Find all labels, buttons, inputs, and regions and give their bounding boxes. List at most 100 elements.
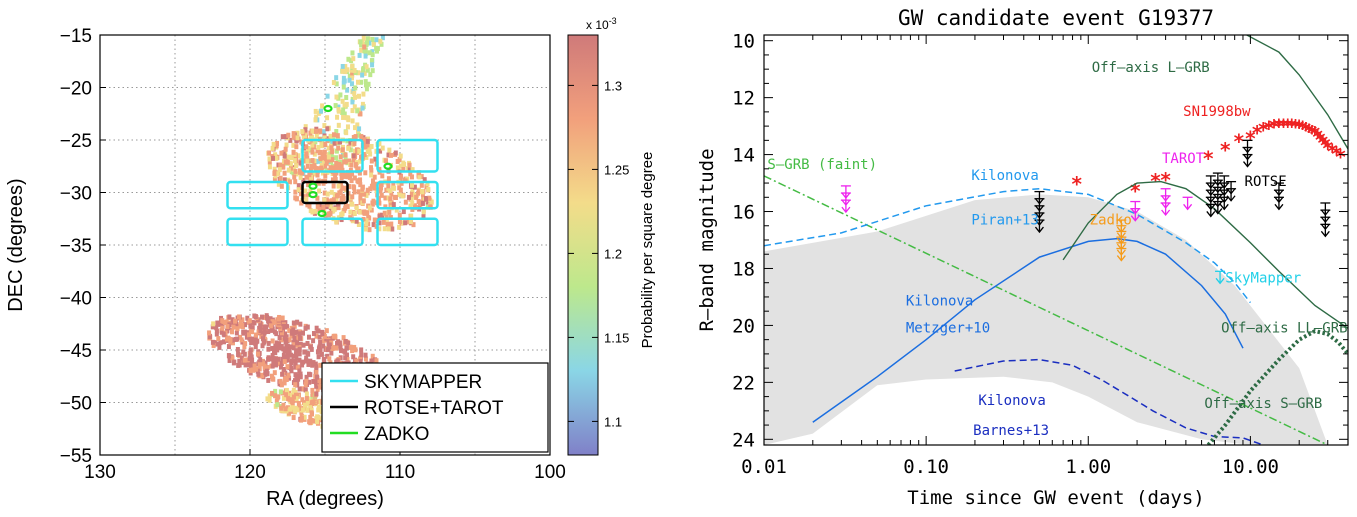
prob-pixel — [365, 67, 370, 73]
prob-pixel — [369, 172, 374, 178]
rotse-limit-arrow — [1212, 186, 1223, 201]
prob-pixel — [288, 161, 293, 167]
prob-pixel — [293, 351, 298, 357]
prob-pixel — [298, 335, 303, 341]
prob-pixel — [304, 378, 309, 384]
prob-pixel — [314, 369, 319, 375]
sn1998bw-point: * — [1257, 118, 1269, 142]
prob-pixel — [359, 352, 364, 358]
prob-pixel — [298, 371, 303, 377]
prob-pixel — [354, 358, 359, 364]
prob-pixel — [295, 135, 300, 141]
prob-pixel — [289, 169, 294, 175]
prob-pixel — [286, 167, 291, 173]
prob-pixel — [356, 166, 361, 172]
prob-pixel — [311, 360, 316, 366]
prob-pixel — [267, 393, 272, 399]
prob-pixel — [302, 158, 307, 164]
prob-pixel — [339, 213, 344, 219]
prob-pixel — [358, 158, 363, 164]
prob-pixel — [293, 364, 298, 370]
prob-pixel — [270, 390, 275, 396]
prob-pixel — [371, 178, 376, 184]
dec-tick-label: −40 — [60, 289, 92, 310]
prob-pixel — [300, 407, 305, 413]
prob-pixel — [304, 396, 309, 402]
tarot-limit-arrow — [1160, 188, 1171, 202]
prob-pixel — [364, 210, 369, 216]
prob-pixel — [287, 410, 292, 416]
prob-pixel — [329, 145, 334, 151]
prob-pixel — [334, 148, 339, 154]
prob-pixel — [377, 140, 382, 146]
skymapper-field — [226, 180, 289, 210]
prob-pixel — [266, 356, 271, 362]
prob-pixel — [314, 391, 319, 397]
prob-pixel — [398, 187, 403, 193]
prob-pixel — [242, 351, 247, 357]
prob-pixel — [289, 333, 294, 339]
prob-pixel — [342, 111, 347, 117]
prob-pixel — [321, 338, 326, 344]
prob-pixel — [320, 103, 325, 109]
curve-annotation: Barnes+13 — [973, 423, 1049, 439]
prob-pixel — [323, 142, 328, 148]
prob-pixel — [291, 131, 296, 137]
prob-pixel — [336, 183, 341, 189]
prob-pixel — [340, 98, 345, 104]
prob-pixel — [348, 209, 353, 215]
zadko-field — [308, 191, 318, 199]
prob-pixel — [233, 318, 238, 324]
prob-pixel — [253, 344, 258, 350]
prob-pixel — [302, 349, 307, 355]
curve-annotations: Off–axis L–GRB SN1998bw TAROT ROTSE S–GRB (f… — [767, 60, 1347, 439]
prob-pixel — [333, 176, 338, 182]
prob-pixel — [310, 142, 315, 148]
prob-pixel — [326, 154, 331, 160]
prob-pixel — [309, 163, 314, 169]
zadko-limit-arrow — [1116, 225, 1127, 239]
prob-pixel — [282, 359, 287, 365]
prob-pixel — [327, 356, 332, 362]
prob-pixel — [230, 329, 235, 335]
prob-pixel — [358, 359, 363, 365]
prob-pixel — [263, 360, 268, 366]
prob-pixel — [341, 84, 346, 90]
prob-pixel — [294, 171, 299, 177]
prob-pixel — [398, 177, 403, 183]
prob-pixel — [300, 362, 305, 368]
prob-pixel — [270, 373, 275, 379]
time-tick-label: 0.10 — [903, 456, 949, 478]
prob-pixel — [289, 155, 294, 161]
prob-pixel — [386, 226, 391, 232]
prob-pixel — [380, 35, 385, 41]
prob-pixel — [260, 343, 265, 349]
sn1998bw-point: * — [1306, 121, 1318, 145]
prob-pixel — [293, 360, 298, 366]
prob-pixel — [371, 198, 376, 204]
prob-pixel — [258, 357, 263, 363]
prob-pixel — [374, 358, 379, 364]
tarot-limit-arrow — [840, 185, 851, 199]
prob-pixel — [297, 331, 302, 337]
prob-pixel — [299, 386, 304, 392]
prob-pixel — [243, 341, 248, 347]
curve-annotation: SN1998bw — [1183, 104, 1251, 120]
prob-pixel — [307, 203, 312, 209]
prob-pixel — [377, 166, 382, 172]
prob-pixel — [372, 185, 377, 191]
prob-pixel — [318, 128, 323, 134]
off-axis-l-grb-curve — [1246, 35, 1348, 150]
prob-pixel — [367, 227, 372, 233]
prob-pixel — [377, 220, 382, 226]
prob-pixel — [425, 181, 430, 187]
rotse-limit-arrow — [1034, 219, 1045, 234]
prob-pixel — [279, 150, 284, 156]
prob-pixel — [314, 383, 319, 389]
prob-pixel — [308, 135, 313, 141]
prob-pixel — [296, 376, 301, 382]
prob-pixel — [409, 213, 414, 219]
prob-pixel — [287, 375, 292, 381]
prob-pixel — [287, 328, 292, 334]
prob-pixel — [313, 166, 318, 172]
